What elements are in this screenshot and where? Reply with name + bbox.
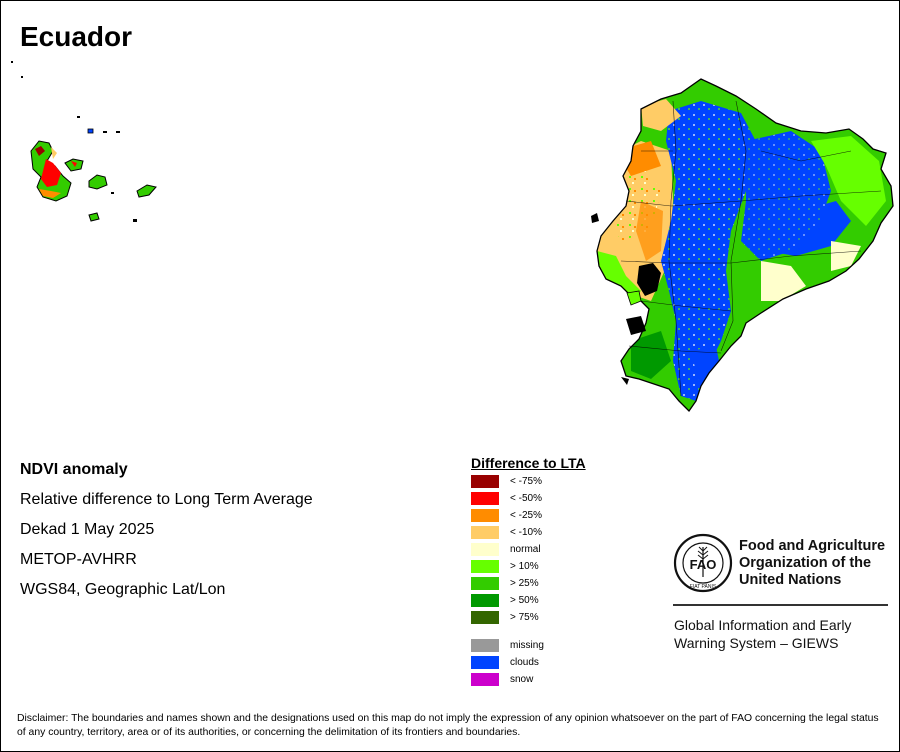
fao-logo-icon: FAO FIAT PANIS (673, 533, 733, 593)
disclaimer: Disclaimer: The boundaries and names sho… (17, 713, 879, 738)
legend-label: clouds (510, 656, 539, 668)
legend-item: < -25% (471, 508, 542, 522)
logo-divider (673, 604, 888, 606)
legend-item: missing (471, 638, 544, 652)
legend-label: > 10% (510, 560, 539, 572)
legend-item: normal (471, 542, 541, 556)
legend-label: < -10% (510, 526, 542, 538)
legend-item: > 10% (471, 559, 539, 573)
giews-name: Global Information and Early Warning Sys… (674, 616, 889, 652)
fao-name-line: United Nations (739, 572, 842, 588)
legend-swatch (471, 672, 499, 686)
legend-label: < -50% (510, 492, 542, 504)
legend-label: > 50% (510, 594, 539, 606)
legend-swatch (471, 638, 499, 652)
map-title: Ecuador (20, 21, 133, 52)
giews-name-line: Global Information and Early (674, 617, 852, 633)
legend-item: > 75% (471, 610, 539, 624)
legend-label: snow (510, 673, 534, 685)
legend-item: > 50% (471, 593, 539, 607)
fao-emblem-text: FAO (690, 557, 717, 572)
legend-swatch (471, 655, 499, 669)
legend-swatch (471, 576, 499, 590)
legend-label: normal (510, 543, 541, 555)
fao-name-line: Food and Agriculture (739, 538, 886, 554)
legend-label: missing (510, 639, 544, 651)
ecuador-mainland (591, 78, 894, 413)
legend-item: snow (471, 672, 533, 686)
legend-swatch (471, 593, 499, 607)
legend-label: < -75% (510, 475, 542, 487)
info-dekad: Dekad 1 May 2025 (20, 521, 155, 538)
legend-swatch (471, 610, 499, 624)
fao-name-line: Organization of the (739, 555, 872, 571)
legend-item: clouds (471, 655, 539, 669)
legend-title: Difference to LTA (471, 455, 586, 471)
legend-swatch (471, 508, 499, 522)
fao-emblem-motto: FIAT PANIS (690, 584, 717, 590)
info-sensor: METOP-AVHRR (20, 551, 137, 568)
info-projection: WGS84, Geographic Lat/Lon (20, 581, 226, 598)
legend-item: < -50% (471, 491, 542, 505)
legend-item: < -75% (471, 474, 542, 488)
legend-swatch (471, 542, 499, 556)
legend-swatch (471, 474, 499, 488)
info-subtitle: Relative difference to Long Term Average (20, 491, 313, 508)
legend-label: > 75% (510, 611, 539, 623)
legend-swatch (471, 559, 499, 573)
info-title: NDVI anomaly (20, 461, 128, 478)
fao-organization-name: Food and Agriculture Organization of the… (739, 538, 899, 589)
legend-swatch (471, 491, 499, 505)
giews-name-line: Warning System – GIEWS (674, 635, 839, 651)
legend-label: > 25% (510, 577, 539, 589)
legend-label: < -25% (510, 509, 542, 521)
legend-item: > 25% (471, 576, 539, 590)
legend-item: < -10% (471, 525, 542, 539)
legend-swatch (471, 525, 499, 539)
galapagos-islands (11, 61, 157, 222)
